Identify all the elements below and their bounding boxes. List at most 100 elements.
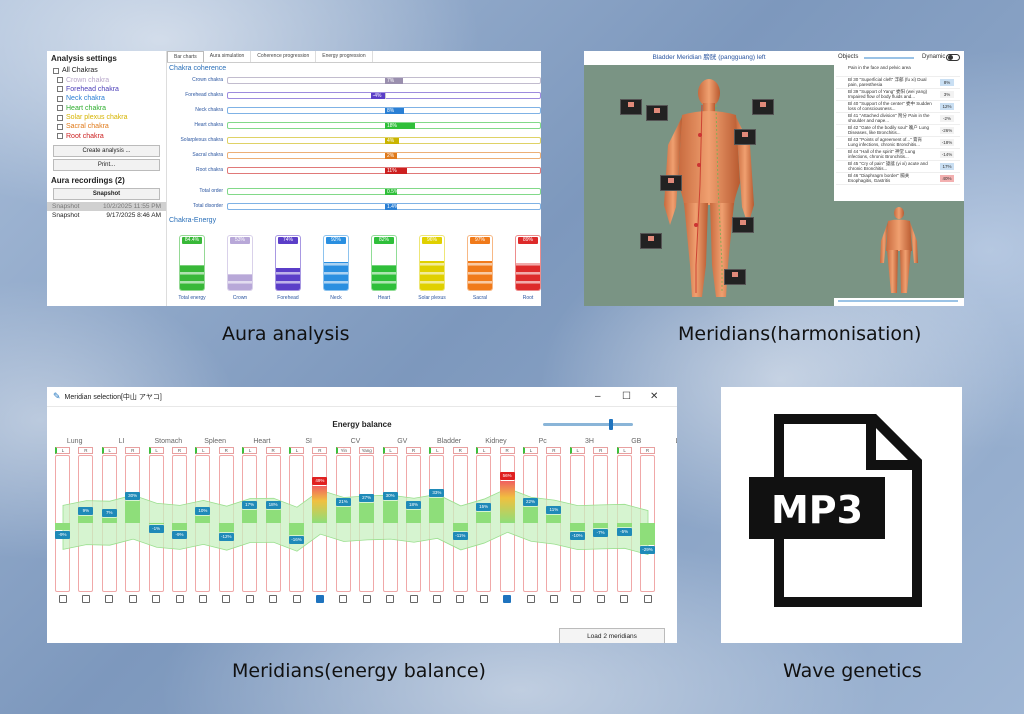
meridian-checkbox[interactable] xyxy=(456,595,465,603)
bar-center xyxy=(385,93,386,99)
recording-row[interactable]: Snapshot 10/2/2025 11:55 PM xyxy=(47,202,166,211)
meridian-checkbox[interactable] xyxy=(222,595,231,603)
point-row[interactable]: Bl 30 "Superficial cleft" 浮郄 (fu xi) Dua… xyxy=(836,77,960,89)
tab-coherence-progression[interactable]: Coherence progression xyxy=(251,51,317,62)
point-label[interactable] xyxy=(646,105,668,121)
chakra-checkbox[interactable]: Neck chakra xyxy=(47,94,166,103)
point-row[interactable]: Bl 42 "Gate of the bodily soul" 魄户 Lung … xyxy=(836,125,960,137)
aura-analysis-screenshot: Analysis settings All Chakras Crown chak… xyxy=(47,51,541,306)
tab-bar-charts[interactable]: Bar charts xyxy=(167,51,204,62)
checkbox-box[interactable] xyxy=(57,123,63,130)
energy-bar xyxy=(429,498,445,523)
recording-row[interactable]: Snapshot 9/17/2025 8:46 AM xyxy=(47,211,166,220)
point-row[interactable]: Bl 40 "Support of the center" 委中 Sudden … xyxy=(836,101,960,113)
chakra-checkbox[interactable]: Heart chakra xyxy=(47,104,166,113)
point-row[interactable]: Bl 46 "Diaphragm border" 膈关 Esophagitis,… xyxy=(836,173,960,185)
slider-knob[interactable] xyxy=(609,419,613,430)
point-row[interactable]: Bl 45 "Cry of pain" 譩譆 (yi xi) acute and… xyxy=(836,161,960,173)
point-label[interactable] xyxy=(660,175,682,191)
mp3-file-icon: MP3 xyxy=(749,414,922,607)
checkbox-box[interactable] xyxy=(57,95,63,102)
side-label: L xyxy=(476,447,492,454)
thumbnail-slider[interactable] xyxy=(838,300,958,302)
point-row[interactable]: Pain in the face and pelvic area xyxy=(836,65,960,77)
meridian-checkbox[interactable] xyxy=(409,595,418,603)
checkbox-box[interactable] xyxy=(57,86,63,93)
load-meridians-button[interactable]: Load 2 meridians xyxy=(559,628,665,643)
meridian-checkbox[interactable] xyxy=(175,595,184,603)
checkbox-box[interactable] xyxy=(57,105,63,112)
meridian-checkbox[interactable] xyxy=(339,595,348,603)
checkbox-box[interactable] xyxy=(57,77,63,84)
tube-label: Crown xyxy=(232,295,248,301)
body-thumbnail[interactable] xyxy=(834,201,964,298)
meridian-checkbox[interactable] xyxy=(152,595,161,603)
point-label[interactable] xyxy=(732,217,754,233)
meridian-checkbox[interactable] xyxy=(58,595,67,603)
point-label[interactable] xyxy=(734,129,756,145)
point-label[interactable] xyxy=(724,269,746,285)
chakra-checkbox[interactable]: Sacral chakra xyxy=(47,122,166,131)
dynamic-toggle[interactable] xyxy=(946,54,960,61)
objects-slider[interactable] xyxy=(864,57,914,59)
meridian-checkbox[interactable] xyxy=(573,595,582,603)
energy-bar xyxy=(55,523,70,530)
thumbnail-figure xyxy=(880,207,918,293)
meridian-title: Bladder Meridian 膀胱 (pangguang) left xyxy=(584,51,834,65)
meridian-checkbox[interactable] xyxy=(105,595,114,603)
meridian-checkbox[interactable] xyxy=(479,595,488,603)
snapshot-button[interactable]: Snapshot xyxy=(53,188,160,200)
chakra-checkbox[interactable]: Root chakra xyxy=(47,132,166,141)
meridian-checkbox[interactable] xyxy=(81,595,90,603)
energy-value: -29% xyxy=(640,545,655,554)
energy-bar xyxy=(476,511,492,523)
tab-aura-simulation[interactable]: Aura simulation xyxy=(204,51,252,62)
point-row[interactable]: Bl 39 "Support of Yang" 委阳 (wei yang) Im… xyxy=(836,89,960,101)
caption-meridians-harmonisation: Meridians(harmonisation) xyxy=(678,323,922,345)
meridian-checkbox[interactable] xyxy=(245,595,254,603)
chakra-checkbox[interactable]: Crown chakra xyxy=(47,75,166,84)
checkbox-box[interactable] xyxy=(57,133,63,140)
chakra-checkbox[interactable]: Forehead chakra xyxy=(47,85,166,94)
point-text: Bl 45 "Cry of pain" 譩譆 (yi xi) acute and… xyxy=(848,161,928,171)
all-chakras-checkbox[interactable]: All Chakras xyxy=(47,66,166,75)
energy-bar xyxy=(265,509,281,523)
meridian-checkbox[interactable] xyxy=(269,595,278,603)
point-label[interactable] xyxy=(640,233,662,249)
meridian-checkbox[interactable] xyxy=(549,595,558,603)
close-icon[interactable]: ✕ xyxy=(650,391,659,402)
meridian-checkbox[interactable] xyxy=(620,595,629,603)
print-button[interactable]: Print... xyxy=(53,159,160,171)
meridian-checkbox[interactable] xyxy=(292,595,301,603)
side-label: L xyxy=(616,447,632,454)
point-label[interactable] xyxy=(620,99,642,115)
meridian-checkbox[interactable] xyxy=(503,595,512,603)
balance-slider[interactable] xyxy=(543,419,633,430)
bar-track: 8% xyxy=(227,107,541,114)
body-3d-view[interactable] xyxy=(584,65,834,306)
energy-value: -9% xyxy=(172,530,187,539)
meridian-checkbox[interactable] xyxy=(643,595,652,603)
tab-energy-progression[interactable]: Energy progression xyxy=(316,51,373,62)
point-row[interactable]: Bl 41 "Attached division" 附分 Pain in the… xyxy=(836,113,960,125)
side-label: R xyxy=(546,447,562,454)
minimize-icon[interactable]: – xyxy=(595,391,601,402)
meridian-checkbox[interactable] xyxy=(432,595,441,603)
bar-track: 7% xyxy=(227,77,541,84)
checkbox-box[interactable] xyxy=(57,114,63,121)
create-analysis-button[interactable]: Create analysis ... xyxy=(53,145,160,157)
meridian-checkbox[interactable] xyxy=(526,595,535,603)
meridian-checkbox[interactable] xyxy=(315,595,324,603)
meridian-checkbox[interactable] xyxy=(128,595,137,603)
meridian-checkbox[interactable] xyxy=(386,595,395,603)
meridian-checkbox[interactable] xyxy=(596,595,605,603)
meridian-checkbox[interactable] xyxy=(362,595,371,603)
point-row[interactable]: Bl 44 "Hall of the spirit" 神堂 Lung infec… xyxy=(836,149,960,161)
chakra-checkbox[interactable]: Solar plexus chakra xyxy=(47,113,166,122)
meridian-checkbox[interactable] xyxy=(198,595,207,603)
point-label[interactable] xyxy=(752,99,774,115)
point-row[interactable]: Bl 43 "Points of agreement of..." 膏肓 Lun… xyxy=(836,137,960,149)
maximize-icon[interactable]: ☐ xyxy=(622,391,631,402)
meridian-name: Liver xyxy=(663,438,678,445)
point-value: -18% xyxy=(940,139,954,146)
